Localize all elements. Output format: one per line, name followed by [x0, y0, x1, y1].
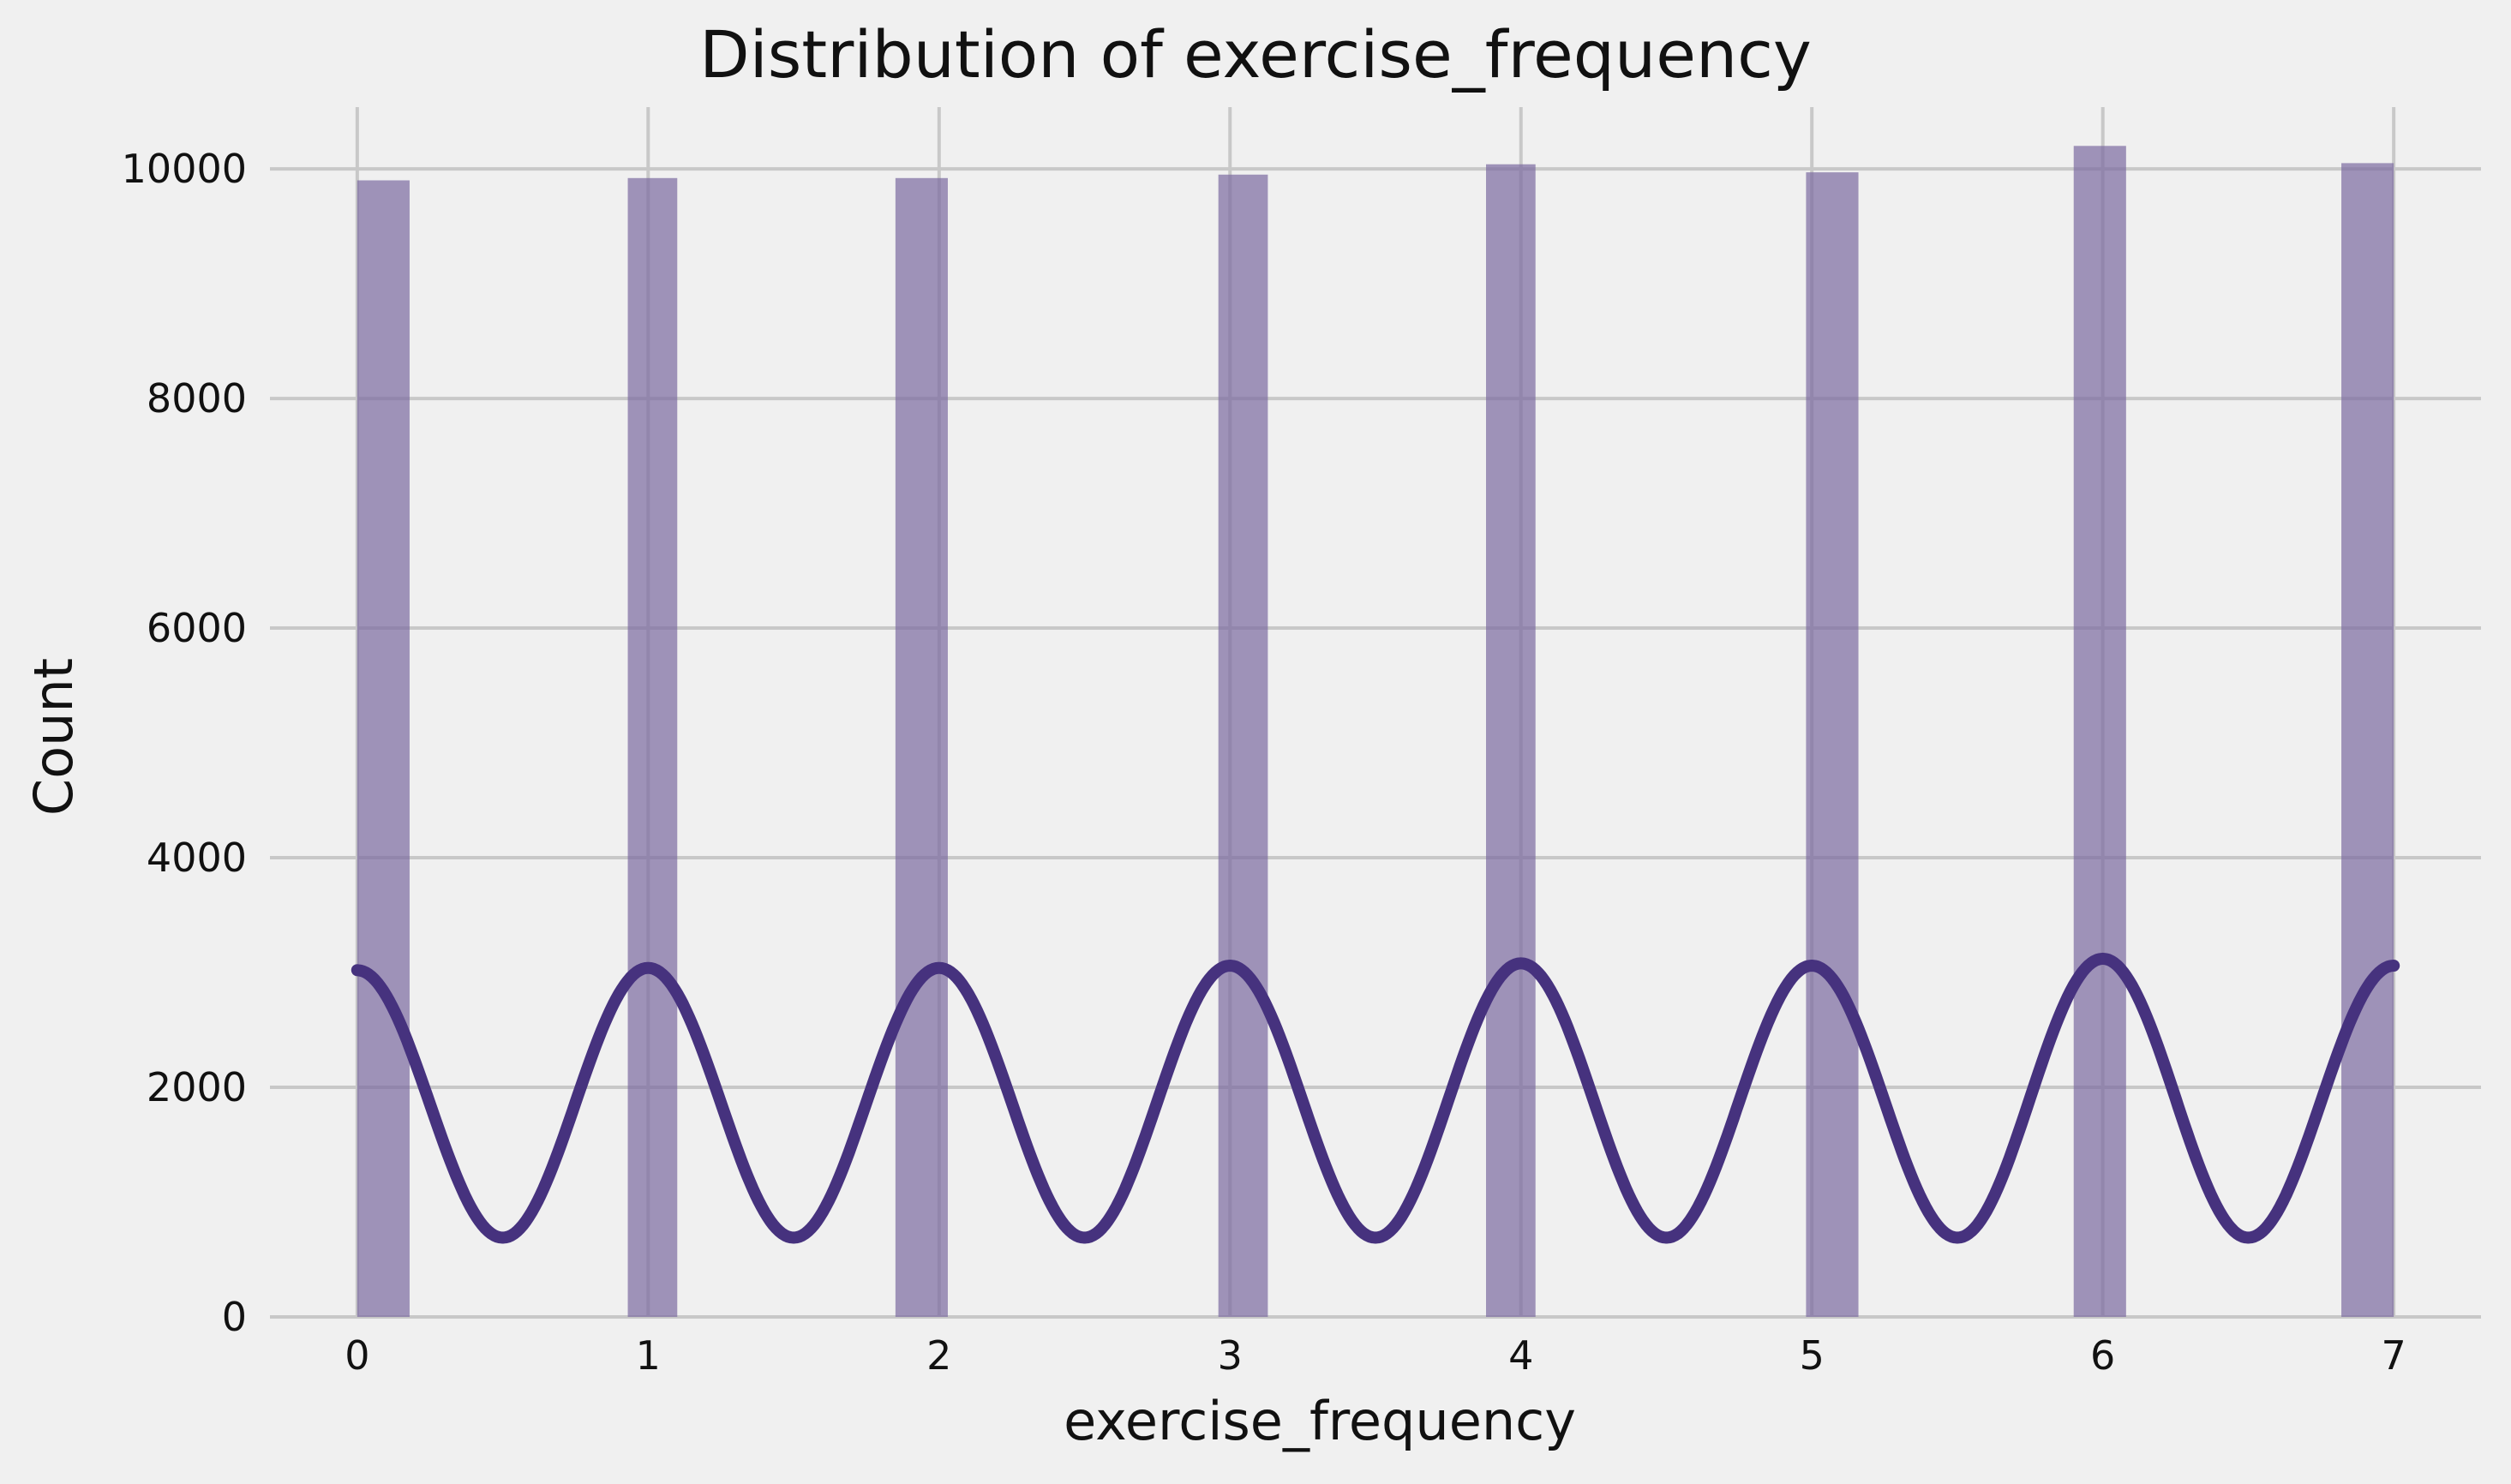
x-tick-label: 0 — [345, 1332, 369, 1379]
x-tick-label: 6 — [2090, 1332, 2115, 1379]
histogram-bar — [627, 177, 678, 1318]
x-tick-label: 4 — [1508, 1332, 1533, 1379]
y-tick-label: 4000 — [147, 835, 247, 881]
y-tick-label: 6000 — [147, 605, 247, 651]
x-tick-label: 3 — [1218, 1332, 1243, 1379]
y-tick-label: 8000 — [147, 375, 247, 422]
x-tick-label: 7 — [2382, 1332, 2406, 1379]
histogram-bar — [1218, 174, 1268, 1317]
x-axis-label: exercise_frequency — [1064, 1390, 1576, 1452]
histogram-bar — [1486, 164, 1536, 1318]
x-tick-labels: 0 1 2 3 4 5 6 7 — [345, 1332, 2406, 1379]
grid — [270, 107, 2481, 1319]
kde-curve — [351, 952, 2400, 1244]
bars — [357, 146, 2394, 1318]
histogram-bar — [895, 177, 948, 1318]
histogram-bar — [2341, 163, 2394, 1317]
histogram-bar — [2073, 146, 2126, 1317]
y-tick-label: 2000 — [147, 1064, 247, 1110]
histogram-bar — [1806, 172, 1859, 1317]
x-tick-label: 5 — [1800, 1332, 1825, 1379]
y-tick-label: 0 — [222, 1294, 247, 1340]
x-tick-label: 2 — [926, 1332, 951, 1379]
kde-line — [351, 952, 2400, 1244]
y-tick-label: 10000 — [122, 146, 247, 192]
histogram-bar — [357, 180, 410, 1318]
chart-title: Distribution of exercise_frequency — [699, 16, 1812, 93]
x-tick-label: 1 — [636, 1332, 661, 1379]
y-axis-label: Count — [22, 658, 85, 816]
y-tick-labels: 0 2000 4000 6000 8000 10000 — [122, 146, 247, 1340]
